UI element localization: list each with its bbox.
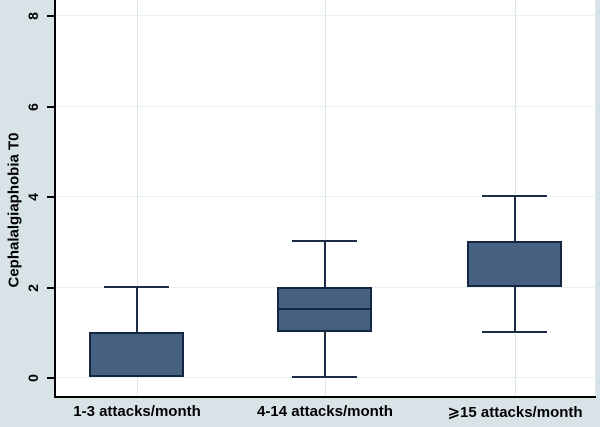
y-axis-tick [47, 196, 54, 198]
upper-whisker-line [514, 196, 516, 241]
lower-whisker-line [514, 287, 516, 332]
y-tick-label: 2 [25, 284, 41, 292]
median-line [277, 308, 372, 310]
y-axis-title: Cephalalgiaphobia T0 [5, 132, 23, 288]
y-axis-line [54, 0, 56, 398]
lower-whisker-cap [482, 331, 547, 333]
lower-whisker-cap [292, 376, 357, 378]
x-axis-line [54, 396, 596, 398]
lower-whisker-line [324, 332, 326, 377]
y-tick-label: 8 [25, 12, 41, 20]
upper-whisker-line [324, 241, 326, 287]
y-axis-tick [47, 377, 54, 379]
y-tick-label: 4 [25, 193, 41, 201]
box [89, 332, 184, 377]
y-tick-label: 0 [25, 374, 41, 382]
y-axis-tick [47, 106, 54, 108]
gridline-vertical [137, 0, 138, 396]
gridline-horizontal [56, 106, 596, 107]
gridline-horizontal [56, 15, 596, 16]
upper-whisker-line [136, 287, 138, 332]
box [467, 241, 562, 287]
x-category-label: ⩾15 attacks/month [447, 404, 583, 421]
upper-whisker-cap [292, 240, 357, 242]
y-axis-tick [47, 15, 54, 17]
x-category-label: 4-14 attacks/month [257, 403, 393, 420]
gridline-horizontal [56, 196, 596, 197]
upper-whisker-cap [482, 195, 547, 197]
upper-whisker-cap [104, 286, 169, 288]
x-category-label: 1-3 attacks/month [73, 403, 201, 420]
gridline-vertical [325, 0, 326, 396]
y-axis-tick [47, 287, 54, 289]
y-tick-label: 6 [25, 103, 41, 111]
